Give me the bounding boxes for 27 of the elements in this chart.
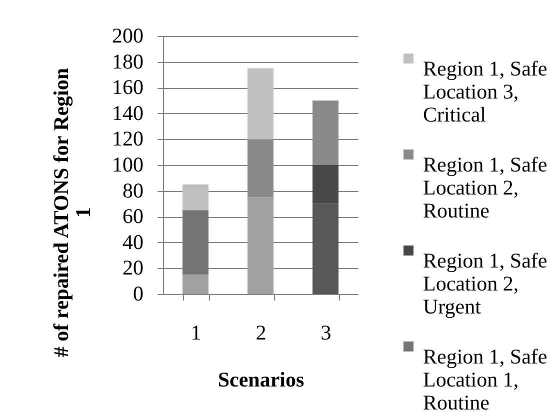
bar xyxy=(248,197,274,294)
legend-label: Region 1, Safe Location 2, Routine xyxy=(423,152,548,222)
y-tick-label: 160 xyxy=(112,75,144,100)
y-tick-label: 80 xyxy=(122,178,144,202)
y-tick-label: 180 xyxy=(112,49,144,74)
y-tick-label: 0 xyxy=(133,282,144,306)
y-tick-label: 20 xyxy=(122,256,144,280)
bar xyxy=(312,204,338,294)
bar xyxy=(182,184,208,210)
bar xyxy=(312,165,338,204)
y-tick-label: 40 xyxy=(122,230,144,254)
y-tick-label: 200 xyxy=(112,24,144,48)
x-tick-label: 3 xyxy=(320,320,332,344)
x-tick-label: 2 xyxy=(256,320,266,344)
x-tick-label: 1 xyxy=(190,320,202,344)
legend-label: Region 1, Safe Location 3, Critical xyxy=(423,56,548,126)
y-tick-label: 100 xyxy=(112,152,144,176)
legend-label: Region 1, Safe Location 2, Urgent xyxy=(423,248,548,318)
y-axis-title: # of repaired ATONS for Region 1 xyxy=(49,68,95,358)
bar xyxy=(182,274,208,294)
bar xyxy=(182,210,208,275)
legend-label: Region 1, Safe Location 1, Routine xyxy=(423,344,548,414)
x-axis-title: Scenarios xyxy=(218,368,304,392)
y-tick-label: 60 xyxy=(122,204,144,228)
y-tick-label: 120 xyxy=(112,126,144,151)
bar xyxy=(248,68,274,140)
y-tick-label: 140 xyxy=(112,100,144,125)
